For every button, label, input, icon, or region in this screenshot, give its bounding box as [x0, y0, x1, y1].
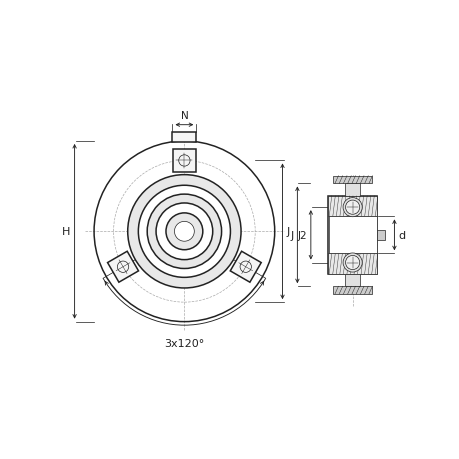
Circle shape	[342, 198, 361, 217]
Text: H: H	[62, 227, 70, 237]
Text: J: J	[290, 230, 293, 241]
Text: J: J	[286, 227, 289, 237]
Bar	[173, 150, 195, 173]
Bar	[327, 196, 377, 217]
Circle shape	[138, 186, 230, 278]
Bar	[328, 217, 376, 254]
Bar	[332, 286, 371, 294]
Circle shape	[156, 203, 212, 260]
Bar	[344, 184, 360, 196]
Circle shape	[128, 175, 241, 288]
Bar	[107, 252, 138, 283]
Circle shape	[345, 201, 359, 215]
Bar	[172, 133, 196, 143]
Circle shape	[345, 256, 359, 270]
Bar	[327, 196, 377, 274]
Text: 3x120°: 3x120°	[164, 338, 204, 348]
Text: d: d	[397, 230, 404, 241]
Bar	[230, 252, 261, 283]
Bar	[376, 230, 384, 241]
Text: N: N	[180, 111, 188, 121]
Circle shape	[166, 213, 202, 250]
Circle shape	[174, 222, 194, 242]
Bar	[332, 176, 371, 184]
Text: B: B	[348, 217, 355, 226]
Bar	[327, 254, 377, 274]
Text: J2: J2	[297, 230, 307, 241]
Circle shape	[147, 195, 221, 269]
Bar	[344, 274, 360, 286]
Circle shape	[342, 253, 361, 273]
